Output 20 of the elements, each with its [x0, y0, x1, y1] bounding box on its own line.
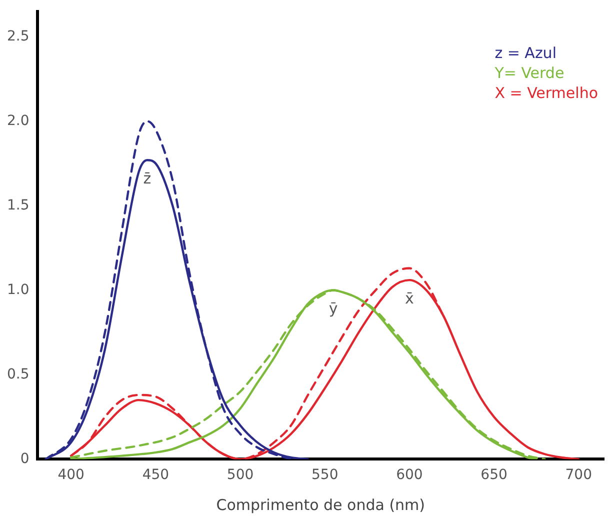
x-tick-label: 400	[58, 467, 84, 484]
text: z = Azul	[494, 44, 556, 62]
x-tick-label: 550	[311, 467, 338, 484]
x-tick-label: 450	[142, 467, 170, 484]
x-axis-title: Comprimento de onda (nm)	[216, 496, 426, 514]
y-tick-label: 0	[20, 450, 30, 467]
annotation: x̄	[405, 289, 414, 308]
x-tick-label: 600	[396, 467, 423, 484]
x-tick-label: 700	[565, 467, 592, 484]
y-tick-label: 1.0	[7, 282, 30, 298]
annotation: z̄	[143, 169, 152, 188]
y-tick-label: 2.0	[7, 112, 30, 129]
text: X = Vermelho	[494, 84, 598, 102]
text: Y= Verde	[494, 64, 564, 82]
y-tick-label: 1.5	[7, 197, 30, 214]
annotation: ȳ	[328, 300, 338, 318]
x-tick-label: 650	[480, 467, 508, 484]
y-tick-label: 0.5	[7, 366, 30, 382]
x-tick-label: 500	[226, 467, 254, 484]
y-tick-label: 2.5	[7, 28, 30, 44]
